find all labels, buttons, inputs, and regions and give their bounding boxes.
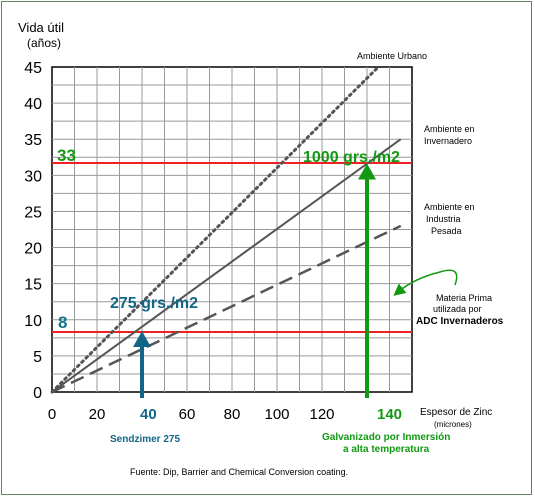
annotation-275-grs: 275 grs./m2 <box>110 295 198 312</box>
series-label-invernadero-line2: Invernadero <box>424 136 472 146</box>
y-tick-label: 40 <box>24 96 42 113</box>
x-tick-label: 20 <box>89 406 106 423</box>
hline-label-33: 33 <box>57 146 76 165</box>
series-line-dashed <box>51 224 402 394</box>
series-label-invernadero-line1: Ambiente en <box>424 124 475 134</box>
y-tick-label: 45 <box>24 60 42 77</box>
x-axis-label-line1: Espesor de Zinc <box>420 407 492 418</box>
y-tick-label: 20 <box>24 241 42 258</box>
series-label-industria-line2: Industria <box>426 214 461 224</box>
series-label-industria-line1: Ambiente en <box>424 202 475 212</box>
series-line-dotted <box>50 65 380 394</box>
y-tick-label: 5 <box>33 349 42 366</box>
note-pointer-arrow <box>393 269 458 296</box>
x-tick-label: 0 <box>48 406 56 423</box>
note-bold: ADC Invernaderos <box>416 316 504 327</box>
caption-galvanizado-line2: a alta temperatura <box>343 444 430 455</box>
y-axis-label-line2: (años) <box>27 36 61 50</box>
callout-arrow-head <box>358 163 376 180</box>
x-axis-label-line2: (micrones) <box>434 420 472 429</box>
annotation-1000-grs: 1000 grs./m2 <box>303 149 400 166</box>
y-tick-label: 0 <box>33 385 42 402</box>
y-tick-label: 35 <box>24 132 42 149</box>
y-tick-label: 25 <box>24 204 42 221</box>
y-axis-label-line1: Vida útil <box>18 20 64 35</box>
hline-label-8: 8 <box>58 313 67 332</box>
arrow-tick-label-40: 40 <box>140 406 157 423</box>
arrow-tick-label-140: 140 <box>377 406 402 423</box>
source-note: Fuente: Dip, Barrier and Chemical Conver… <box>130 467 348 477</box>
callout-arrow-head <box>133 331 151 348</box>
x-tick-label: 80 <box>224 406 241 423</box>
series-label-industria-line3: Pesada <box>431 226 462 236</box>
note-line2: utilizada por <box>433 304 482 314</box>
y-tick-label: 30 <box>24 168 42 185</box>
y-tick-label: 15 <box>24 277 42 294</box>
x-tick-label: 60 <box>179 406 196 423</box>
series-line-solid <box>51 138 402 393</box>
note-line1: Materia Prima <box>436 293 492 303</box>
x-tick-label: 100 <box>264 406 289 423</box>
caption-sendzimer: Sendzimer 275 <box>110 434 180 445</box>
series-label-urbano: Ambiente Urbano <box>357 51 427 61</box>
y-tick-label: 10 <box>24 313 42 330</box>
caption-galvanizado-line1: Galvanizado por Inmersión <box>322 432 450 443</box>
x-tick-label: 120 <box>309 406 334 423</box>
